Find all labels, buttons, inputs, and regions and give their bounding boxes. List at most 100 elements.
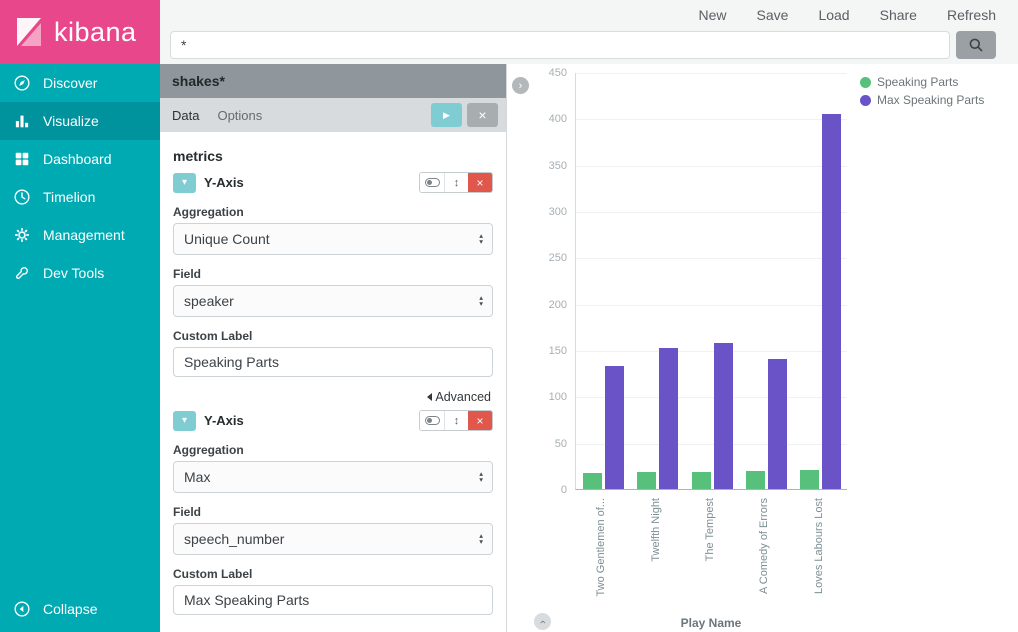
custom-label-input[interactable] — [173, 585, 493, 615]
legend: Speaking Parts Max Speaking Parts — [860, 75, 1012, 111]
advanced-label: Advanced — [435, 390, 491, 404]
sidebar-item-dashboard[interactable]: Dashboard — [0, 140, 160, 178]
index-pattern-header: shakes* — [160, 64, 506, 98]
header-right: New Save Load Share Refresh — [160, 0, 1018, 64]
sidebar-item-discover[interactable]: Discover — [0, 64, 160, 102]
sidebar-item-label: Dashboard — [43, 151, 112, 167]
bar-series1[interactable] — [692, 472, 711, 489]
field-label: Field — [173, 505, 493, 519]
triangle-left-icon — [427, 393, 432, 401]
gridline — [576, 166, 847, 167]
remove-metric-button[interactable]: × — [468, 411, 492, 430]
compass-icon — [13, 74, 33, 92]
bar-series2[interactable] — [714, 343, 733, 489]
clock-icon — [13, 188, 33, 206]
field-value: speaker — [184, 293, 234, 309]
collapse-arrow-icon — [13, 600, 33, 618]
plot-area — [575, 73, 847, 490]
select-stepper-icon: ▴▾ — [479, 471, 483, 483]
sidebar-collapse-label: Collapse — [43, 601, 97, 617]
legend-item-speaking-parts[interactable]: Speaking Parts — [860, 75, 1012, 89]
select-stepper-icon: ▴▾ — [479, 233, 483, 245]
bar-series1[interactable] — [637, 472, 656, 489]
discard-changes-button[interactable]: × — [467, 103, 498, 127]
sidebar-item-label: Visualize — [43, 113, 99, 129]
wrench-icon — [13, 264, 33, 282]
nav-save[interactable]: Save — [757, 7, 789, 23]
aggregation-select[interactable]: Max ▴▾ — [173, 461, 493, 493]
y-tick-label: 0 — [507, 484, 567, 496]
gridline — [576, 258, 847, 259]
reorder-metric-button[interactable]: ↕ — [444, 173, 468, 192]
bar-series2[interactable] — [822, 114, 841, 489]
kibana-logo-icon — [12, 15, 46, 49]
sidebar-item-timelion[interactable]: Timelion — [0, 178, 160, 216]
select-stepper-icon: ▴▾ — [479, 295, 483, 307]
x-axis-label: Loves Labours Lost — [813, 498, 827, 608]
sidebar-item-management[interactable]: Management — [0, 216, 160, 254]
collapse-section-button[interactable]: ▾ — [173, 173, 196, 193]
tab-data[interactable]: Data — [172, 108, 199, 123]
editor-tabs: Data Options ▶ × — [160, 98, 506, 132]
header: kibana New Save Load Share Refresh — [0, 0, 1018, 64]
nav-share[interactable]: Share — [880, 7, 917, 23]
editor-body: metrics ▾ Y-Axis ↕ × Aggregation Unique … — [160, 132, 506, 619]
metric-1-header: ▾ Y-Axis ↕ × — [173, 172, 493, 193]
sidebar-item-visualize[interactable]: Visualize — [0, 102, 160, 140]
bar-series2[interactable] — [659, 348, 678, 489]
bar-series2[interactable] — [768, 359, 787, 489]
custom-label-input[interactable] — [173, 347, 493, 377]
x-axis-label: The Tempest — [704, 498, 718, 608]
gridline — [576, 119, 847, 120]
x-axis-label: Twelfth Night — [650, 498, 664, 608]
sidebar-collapse-button[interactable]: Collapse — [0, 586, 160, 632]
nav-load[interactable]: Load — [818, 7, 849, 23]
nav-refresh[interactable]: Refresh — [947, 7, 996, 23]
advanced-toggle[interactable]: Advanced — [173, 390, 491, 404]
reorder-metric-button[interactable]: ↕ — [444, 411, 468, 430]
kibana-logo[interactable]: kibana — [0, 0, 160, 64]
bar-series1[interactable] — [746, 471, 765, 489]
x-axis-title: Play Name — [575, 616, 847, 630]
search-button[interactable] — [956, 31, 996, 59]
aggregation-value: Unique Count — [184, 231, 270, 247]
tab-options[interactable]: Options — [217, 108, 262, 123]
brand-name: kibana — [54, 17, 137, 48]
legend-item-max-speaking-parts[interactable]: Max Speaking Parts — [860, 93, 1012, 107]
sidebar-item-label: Discover — [43, 75, 97, 91]
legend-dot — [860, 77, 871, 88]
aggregation-label: Aggregation — [173, 205, 493, 219]
y-tick-label: 150 — [507, 345, 567, 357]
chevron-up-icon: › — [536, 620, 548, 624]
disable-metric-button[interactable] — [420, 411, 444, 430]
toggle-icon — [425, 178, 440, 187]
gridline — [576, 212, 847, 213]
metric-controls: ↕ × — [419, 172, 493, 193]
custom-label-label: Custom Label — [173, 329, 493, 343]
x-axis-label: A Comedy of Errors — [758, 498, 772, 608]
search-input[interactable] — [170, 31, 950, 59]
bar-series2[interactable] — [605, 366, 624, 489]
nav-new[interactable]: New — [699, 7, 727, 23]
sidebar-item-dev-tools[interactable]: Dev Tools — [0, 254, 160, 292]
collapse-section-button[interactable]: ▾ — [173, 411, 196, 431]
remove-metric-button[interactable]: × — [468, 173, 492, 192]
metric-title: Y-Axis — [204, 413, 244, 428]
field-select[interactable]: speech_number ▴▾ — [173, 523, 493, 555]
bar-series1[interactable] — [583, 473, 602, 489]
main: Discover Visualize Dashboard Timelion Ma… — [0, 64, 1018, 632]
disable-metric-button[interactable] — [420, 173, 444, 192]
metric-controls: ↕ × — [419, 410, 493, 431]
spy-panel-toggle-button[interactable]: › — [534, 613, 551, 630]
custom-label-label: Custom Label — [173, 567, 493, 581]
apply-changes-button[interactable]: ▶ — [431, 103, 462, 127]
field-label: Field — [173, 267, 493, 281]
visualization-panel: › 050100150200250300350400450 Two Gentle… — [507, 64, 1018, 632]
aggregation-select[interactable]: Unique Count ▴▾ — [173, 223, 493, 255]
bar-series1[interactable] — [800, 470, 819, 489]
y-tick-label: 400 — [507, 113, 567, 125]
sidebar-item-label: Timelion — [43, 189, 95, 205]
field-select[interactable]: speaker ▴▾ — [173, 285, 493, 317]
vis-editor-panel: shakes* Data Options ▶ × metrics ▾ Y-Axi… — [160, 64, 507, 632]
aggregation-value: Max — [184, 469, 210, 485]
